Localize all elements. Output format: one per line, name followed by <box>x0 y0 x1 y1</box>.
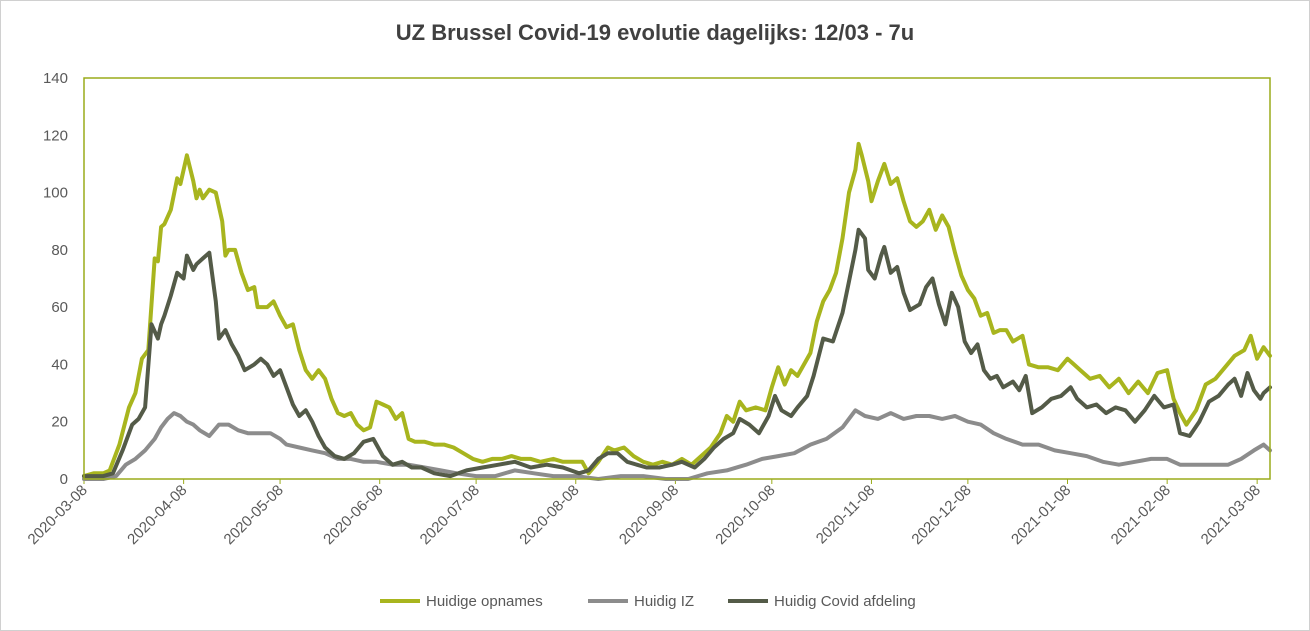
plot-area-border <box>83 77 1271 480</box>
series-line-1 <box>82 141 1272 479</box>
x-tick-label: 2021-03-08 <box>1198 482 1264 548</box>
legend: Huidige opnames Huidig IZ Huidig Covid afd… <box>380 593 916 610</box>
legend-label: Huidig IZ <box>634 593 694 610</box>
x-tick-label: 2021-01-08 <box>1008 482 1074 548</box>
y-tick-label: 20 <box>51 414 68 431</box>
x-tick-label: 2021-02-08 <box>1108 482 1174 548</box>
x-tick-label: 2020-12-08 <box>908 482 974 548</box>
y-tick-label: 0 <box>60 471 68 488</box>
series-line-2 <box>82 408 1272 481</box>
x-tick-label: 2020-07-08 <box>417 482 483 548</box>
legend-label: Huidige opnames <box>426 593 543 610</box>
x-tick-label: 2020-03-08 <box>25 482 91 548</box>
y-tick-label: 80 <box>51 242 68 259</box>
series-lines <box>82 141 1272 481</box>
x-tick-label: 2020-08-08 <box>516 482 582 548</box>
x-tick-label: 2020-04-08 <box>124 482 190 548</box>
x-tick-label: 2020-09-08 <box>616 482 682 548</box>
y-tick-label: 140 <box>43 70 68 87</box>
chart-title: UZ Brussel Covid-19 evolutie dagelijks: … <box>395 20 915 45</box>
x-tick-label: 2020-06-08 <box>320 482 386 548</box>
y-tick-label: 120 <box>43 127 68 144</box>
y-axis-ticks: 0 20 40 60 80 100 120 140 <box>43 70 68 488</box>
x-tick-label: 2020-11-08 <box>813 482 878 547</box>
y-tick-label: 100 <box>43 185 68 202</box>
x-axis-ticks: 2020-03-08 2020-04-08 2020-05-08 2020-06-08… <box>25 479 1264 548</box>
series-line-3 <box>82 227 1272 479</box>
y-tick-label: 60 <box>51 299 68 316</box>
legend-label: Huidig Covid afdeling <box>774 593 916 610</box>
x-tick-label: 2020-10-08 <box>712 482 778 548</box>
y-tick-label: 40 <box>51 356 68 373</box>
x-tick-label: 2020-05-08 <box>221 482 287 548</box>
